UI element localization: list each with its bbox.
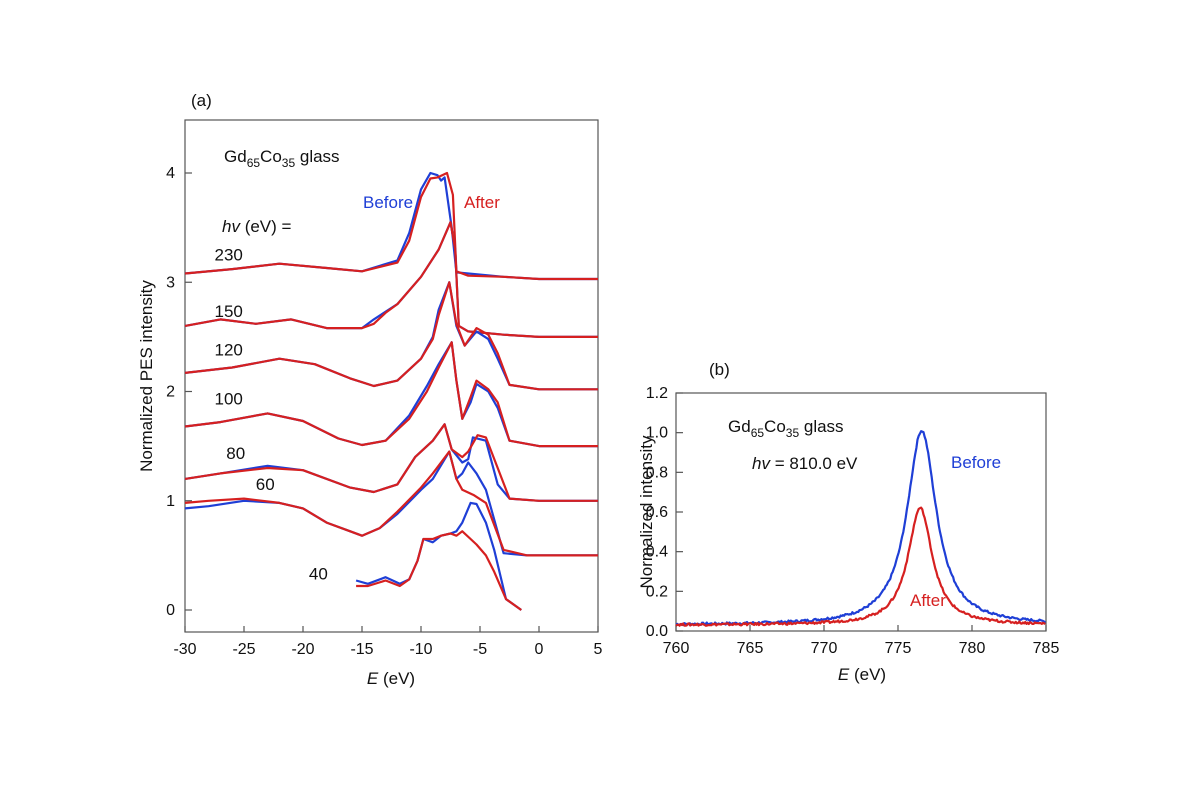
x-tick-label: 785 [1033, 640, 1060, 657]
panel-a: (a) -30 -25 -20 -15 -10 -5 0 5 0 1 2 3 4 230 150 120 1… [137, 91, 603, 688]
series-line-after-hv120 [184, 281, 598, 391]
panel-b-legend-after: After [910, 591, 946, 610]
series-line-after-hv80 [184, 423, 598, 502]
y-tick-label: 1.2 [646, 385, 668, 402]
x-tick-label: 760 [663, 640, 690, 657]
hv-value-label: 120 [215, 340, 243, 359]
y-tick-label: 0.2 [646, 583, 668, 600]
panel-b-y-ticks: 0.0 0.2 0.4 0.6 0.8 1.0 1.2 [646, 385, 683, 640]
panel-a-hv-label: hv (eV) = [222, 217, 292, 236]
panel-a-x-ticks: -30 -25 -20 -15 -10 -5 0 5 [173, 626, 603, 658]
x-tick-label: 0 [535, 641, 544, 658]
panel-b-label: (b) [709, 360, 730, 379]
panel-a-y-ticks: 0 1 2 3 4 [166, 165, 192, 619]
y-tick-label: 4 [166, 165, 175, 182]
x-tick-label: -25 [232, 641, 255, 658]
hv-value-label: 80 [226, 444, 245, 463]
hv-value-label: 230 [215, 245, 243, 264]
series-line-after-hv60 [184, 450, 598, 557]
panel-b: (b) 760 765 770 775 780 785 0.0 0.2 0.4 0.6 0.8 1.… [637, 360, 1059, 684]
panel-a-x-label: E (eV) [367, 669, 415, 688]
panel-a-hv-labels: 230 150 120 100 80 60 40 [215, 245, 328, 583]
series-line-after-hv40 [356, 530, 522, 611]
panel-a-series [184, 171, 598, 611]
y-tick-label: 0 [166, 602, 175, 619]
series-line-after-hv230 [184, 171, 598, 281]
panel-b-x-ticks: 760 765 770 775 780 785 [663, 625, 1060, 657]
panel-a-title: Gd65Co35 glass [224, 147, 340, 170]
panel-b-title: Gd65Co35 glass [728, 417, 844, 440]
panel-a-legend-after: After [464, 193, 500, 212]
panel-a-legend-before: Before [363, 193, 413, 212]
hv-value-label: 150 [215, 302, 243, 321]
panel-a-frame [184, 119, 599, 633]
x-tick-label: -10 [409, 641, 432, 658]
x-tick-label: 5 [594, 641, 603, 658]
y-tick-label: 1.0 [646, 425, 668, 442]
panel-b-y-label: Normalized intensity [637, 435, 656, 589]
series-line-after-hv100 [184, 341, 598, 448]
x-tick-label: -30 [173, 641, 196, 658]
panel-b-legend-before: Before [951, 453, 1001, 472]
series-line-before-hv40 [355, 501, 522, 611]
y-tick-label: 0.8 [646, 464, 668, 481]
y-tick-label: 3 [166, 274, 175, 291]
x-tick-label: 765 [737, 640, 764, 657]
y-tick-label: 2 [166, 384, 175, 401]
panel-a-y-label: Normalized PES intensity [137, 280, 156, 472]
panel-b-series [675, 430, 1047, 627]
x-tick-label: -5 [473, 641, 487, 658]
x-tick-label: -15 [350, 641, 373, 658]
x-tick-label: -20 [291, 641, 314, 658]
series-line-before-hv60 [184, 450, 598, 557]
hv-value-label: 100 [215, 390, 243, 409]
hv-value-label: 60 [256, 475, 275, 494]
y-tick-label: 0.4 [646, 544, 668, 561]
x-tick-label: 780 [959, 640, 986, 657]
panel-b-hv-label: hv = 810.0 eV [752, 454, 858, 473]
series-line-after [675, 506, 1046, 627]
series-line-before-hv100 [184, 341, 598, 448]
panel-a-label: (a) [191, 91, 212, 110]
x-tick-label: 775 [885, 640, 912, 657]
panel-b-x-label: E (eV) [838, 665, 886, 684]
y-tick-label: 1 [166, 493, 175, 510]
y-tick-label: 0.0 [646, 623, 668, 640]
x-tick-label: 770 [811, 640, 838, 657]
hv-value-label: 40 [309, 564, 328, 583]
y-tick-label: 0.6 [646, 504, 668, 521]
